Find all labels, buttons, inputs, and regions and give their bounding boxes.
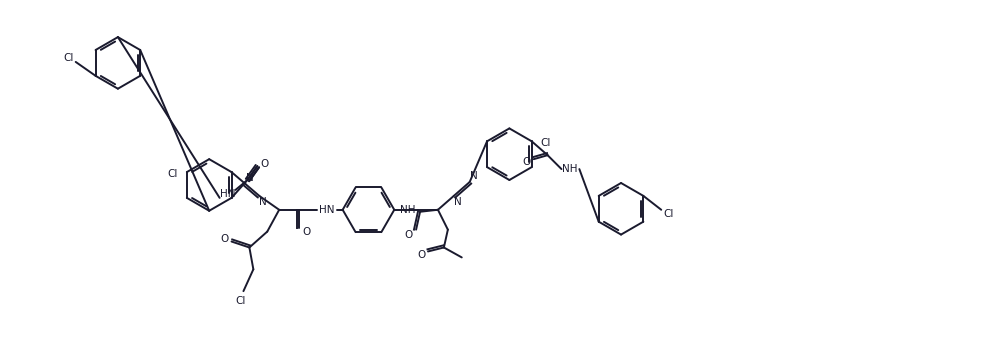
Text: HN: HN <box>219 189 235 199</box>
Text: N: N <box>260 197 268 207</box>
Text: Cl: Cl <box>663 209 673 219</box>
Text: N: N <box>246 173 253 183</box>
Text: O: O <box>303 227 311 237</box>
Text: O: O <box>417 251 425 260</box>
Text: Cl: Cl <box>167 169 178 179</box>
Text: Cl: Cl <box>64 53 74 63</box>
Text: O: O <box>523 157 531 167</box>
Text: O: O <box>404 230 412 240</box>
Text: O: O <box>220 233 228 244</box>
Text: Cl: Cl <box>540 138 551 148</box>
Text: N: N <box>454 197 461 207</box>
Text: NH: NH <box>400 205 416 215</box>
Text: Cl: Cl <box>235 296 246 306</box>
Text: NH: NH <box>562 164 578 174</box>
Text: HN: HN <box>319 205 335 215</box>
Text: N: N <box>469 171 477 181</box>
Text: O: O <box>260 159 269 169</box>
